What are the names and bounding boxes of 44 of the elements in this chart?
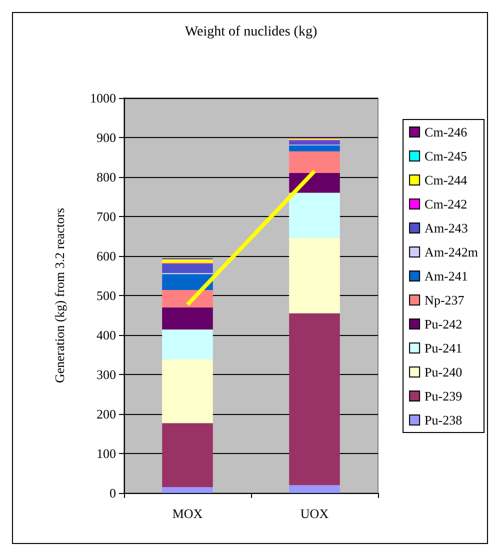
bar [162, 359, 213, 424]
bar [289, 238, 340, 314]
bar [162, 423, 213, 488]
bar [289, 485, 340, 493]
bar [162, 487, 213, 493]
y-tick-label: 900 [96, 130, 116, 145]
legend-label: Am-243 [424, 220, 468, 236]
legend-label: Am-242m [424, 244, 478, 260]
y-tick-label: 500 [96, 288, 116, 303]
bar [162, 290, 213, 308]
legend-label: Pu-238 [424, 412, 462, 428]
legend-label: Cm-245 [424, 148, 468, 164]
legend-label: Pu-239 [424, 388, 462, 404]
y-tick-label: 200 [96, 406, 116, 422]
bar [289, 140, 340, 145]
y-tick-label: 1000 [90, 90, 116, 106]
bar [289, 313, 340, 486]
bar [289, 192, 340, 238]
legend-label: Am-241 [424, 268, 468, 284]
legend-label: Cm-242 [424, 196, 468, 212]
bar [162, 260, 213, 264]
bar [162, 274, 213, 290]
bar [289, 151, 340, 174]
y-tick-label: 400 [96, 328, 116, 342]
x-tick-label: MOX [172, 506, 204, 521]
bar [162, 264, 213, 273]
legend-label: Pu-242 [424, 316, 462, 332]
legend-label: Np-237 [424, 292, 465, 308]
chart-title: Weight of nuclides (kg) [184, 24, 318, 40]
y-tick-label: 100 [96, 446, 116, 461]
x-tick-label: UOX [300, 506, 330, 521]
legend-label: Cm-246 [424, 124, 468, 140]
legend-label: Pu-241 [424, 340, 462, 356]
y-tick-label: 800 [96, 170, 116, 184]
y-tick-label: 700 [96, 209, 116, 224]
bar [162, 307, 213, 330]
legend-label: Pu-240 [424, 364, 462, 380]
legend-label: Cm-244 [424, 172, 468, 188]
y-tick-label: 300 [96, 367, 116, 382]
bar [162, 329, 213, 360]
bar [289, 145, 340, 152]
y-axis-title: Generation (kg) from 3.2 reactors [52, 208, 67, 384]
y-tick-label: 600 [96, 248, 116, 264]
y-tick-label: 0 [110, 486, 116, 500]
